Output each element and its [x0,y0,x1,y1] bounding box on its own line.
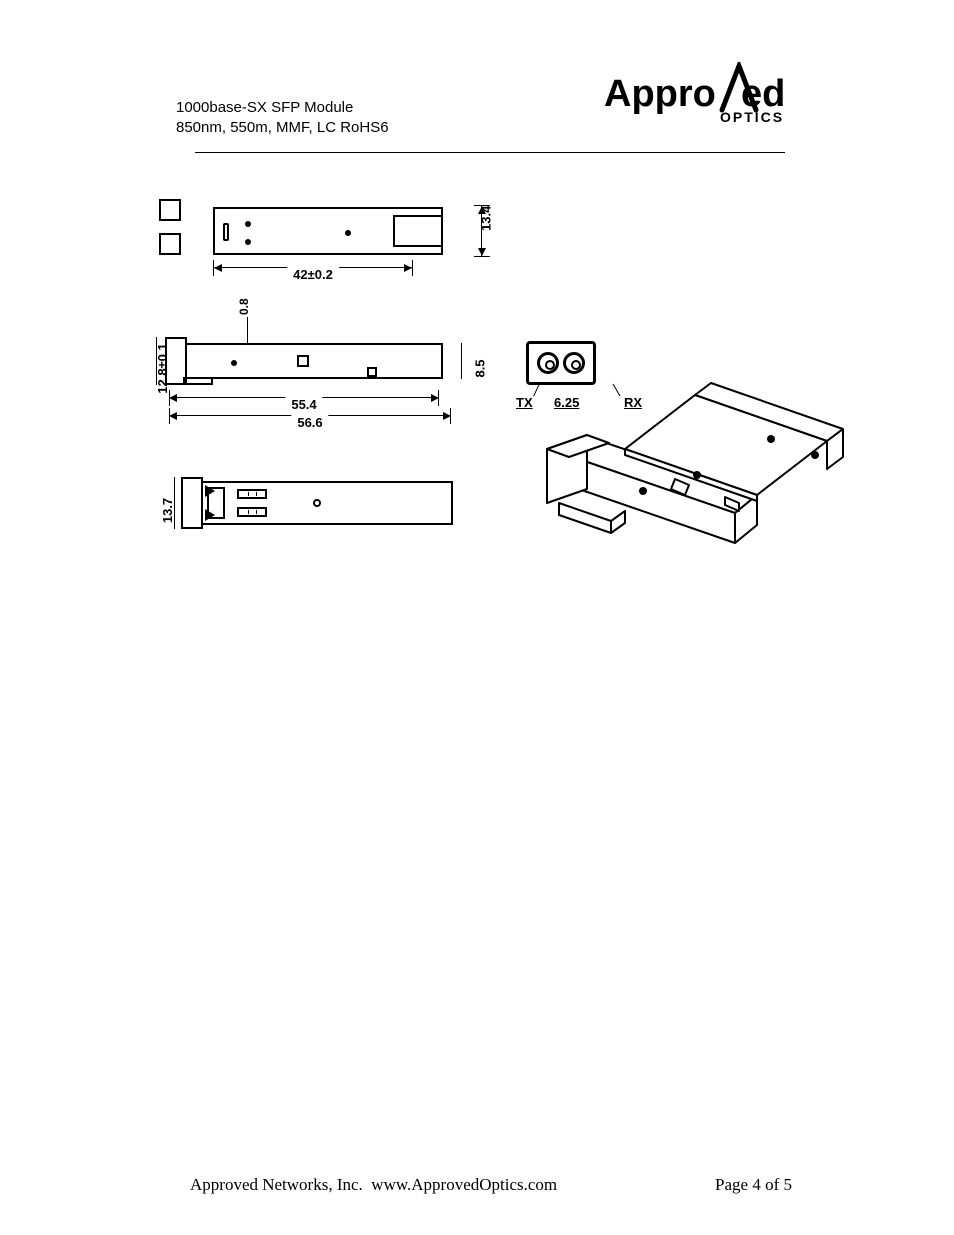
dim-top-height-label: 13.4 [479,206,494,231]
footer-company: Approved Networks, Inc. [190,1175,363,1194]
top-view-body [213,207,443,255]
dim-notch-label: 0.8 [237,298,251,315]
svg-text:OPTICS: OPTICS [720,109,784,125]
dim-top-width: 42±0.2 [213,267,413,287]
dim-top-width-label: 42±0.2 [287,267,339,282]
header-title-block: 1000base-SX SFP Module 850nm, 550m, MMF,… [176,98,389,139]
bottom-view-body [201,481,453,525]
dim-bottom-height-label: 13.7 [160,498,175,523]
top-view-front-ports [159,199,185,255]
side-view-body [185,343,443,379]
side-view-latch-icon [297,355,309,367]
dim-side-len-outer-label: 56.6 [291,415,328,430]
dim-top-height: 13.4 [481,205,501,257]
dim-side-height-right-label: 8.5 [472,359,487,377]
product-title-line2: 850nm, 550m, MMF, LC RoHS6 [176,118,389,138]
footer-company-url: Approved Networks, Inc. www.ApprovedOpti… [190,1175,557,1195]
front-view-rx-port [563,352,585,374]
brand-logo: Appro ed OPTICS [604,62,824,137]
bottom-view: 13.7 [167,473,467,543]
top-view: 42±0.2 13.4 [183,195,473,295]
dim-side-len-outer: 56.6 [169,415,451,416]
top-view-connector [393,215,443,247]
footer-url: www.ApprovedOptics.com [371,1175,557,1194]
side-view: 0.8 12.8±0.1 8.5 55.4 56.6 [155,315,485,445]
front-view-tx-port [537,352,559,374]
dim-side-len-inner-label: 55.4 [285,397,322,412]
dim-side-height-left-label: 12.8±0.1 [155,343,170,394]
header-divider [195,152,785,153]
isometric-view [525,375,855,555]
product-title-line1: 1000base-SX SFP Module [176,98,389,118]
bottom-view-front [181,477,203,529]
mechanical-drawing: 42±0.2 13.4 0.8 12.8±0.1 8.5 55.4 56 [155,185,855,555]
side-view-bottom-latch [183,377,213,385]
dim-side-len-inner: 55.4 [169,397,439,398]
footer-page-number: Page 4 of 5 [715,1175,792,1195]
svg-text:Appro: Appro [604,73,716,115]
